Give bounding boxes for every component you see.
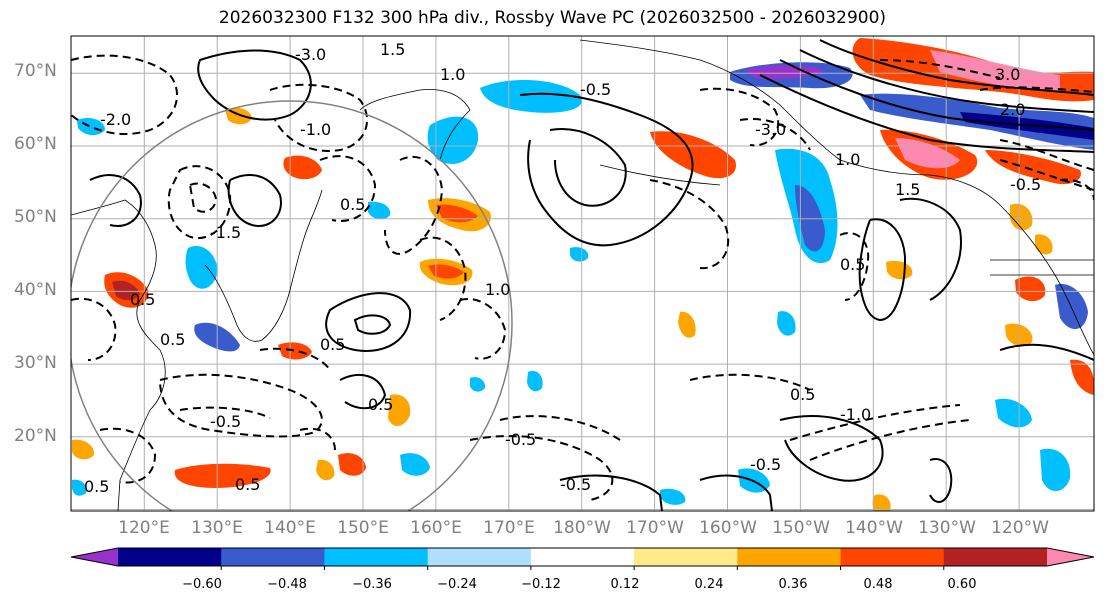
colorbar-tick-label: −0.24 (437, 577, 477, 592)
plot-frame (70, 35, 1095, 512)
colorbar-tick-label: 0.12 (610, 577, 640, 592)
colorbar-bin (737, 548, 842, 566)
lat-label-20n: 20°N (14, 426, 57, 446)
contour-label: -0.5 (505, 430, 536, 449)
contour-label: 1.0 (440, 65, 465, 84)
colorbar-bin (221, 548, 325, 566)
contour-label: -0.5 (560, 475, 591, 494)
lon-label: 150°E (337, 518, 389, 538)
reference-circle (71, 100, 513, 511)
map-title: 2026032300 F132 300 hPa div., Rossby Wav… (218, 8, 887, 28)
lon-label: 130°W (918, 518, 976, 538)
colorbar-bin (118, 548, 222, 566)
lon-label: 140°W (845, 518, 903, 538)
contour-label: -1.0 (840, 405, 871, 424)
colorbar (70, 547, 1095, 570)
contour-label: 2.0 (1000, 100, 1025, 119)
contour-label: 0.5 (235, 475, 260, 494)
contour-label: -2.0 (100, 110, 131, 129)
lon-label: 180°W (553, 518, 611, 538)
map-plot-area: 0.5 -0.5 -0.5 -0.5 -0.5 0.5 0.5 0.5 0.5 … (71, 36, 1094, 511)
lat-label-50n: 50°N (14, 207, 57, 227)
colorbar-tick-label: −0.60 (182, 577, 222, 592)
contour-label: -0.5 (1010, 175, 1041, 194)
lat-label-60n: 60°N (14, 134, 57, 154)
colorbar-bin (530, 548, 635, 566)
contour-label: 0.5 (320, 335, 345, 354)
colorbar-outline (70, 547, 1095, 567)
lon-label: 120°E (118, 518, 170, 538)
contour-label: 0.5 (160, 330, 185, 349)
coastlines (71, 39, 1094, 511)
lon-label: 170°E (483, 518, 535, 538)
contour-label: -1.5 (210, 223, 241, 242)
colorbar-tick-label: −0.48 (267, 577, 307, 592)
contour-label: 1.0 (485, 280, 510, 299)
contour-label: 1.5 (380, 40, 405, 59)
contour-label: -0.5 (750, 455, 781, 474)
lon-label: 140°E (264, 518, 316, 538)
colorbar-tick-label: −0.36 (352, 577, 392, 592)
contour-label: -3.0 (295, 45, 326, 64)
neg-contours (71, 54, 1094, 501)
contour-label: 0.5 (84, 477, 109, 496)
colorbar-bin (324, 548, 429, 566)
colorbar-tick-label: 0.36 (778, 577, 808, 592)
colorbar-tick-label: 0.48 (863, 577, 893, 592)
lon-label: 160°E (410, 518, 462, 538)
colorbar-extend-max (1047, 548, 1094, 566)
lon-label: 130°E (191, 518, 243, 538)
lon-label: 120°W (991, 518, 1049, 538)
contour-label: -0.5 (580, 80, 611, 99)
colorbar-bin (634, 548, 738, 566)
lat-label-40n: 40°N (14, 280, 57, 300)
colorbar-tick-label: −0.12 (521, 577, 561, 592)
lon-label: 170°W (626, 518, 684, 538)
contour-label: 3.0 (995, 65, 1020, 84)
lat-label-30n: 30°N (14, 353, 57, 373)
contour-label-group: 0.5 -0.5 -0.5 -0.5 -0.5 0.5 0.5 0.5 0.5 … (84, 40, 1041, 496)
contour-label: 1.5 (895, 180, 920, 199)
lat-label-70n: 70°N (14, 61, 57, 81)
contour-label: 0.5 (340, 195, 365, 214)
pc-contours (89, 39, 1094, 511)
colorbar-bin (427, 548, 532, 566)
contour-label: 0.5 (840, 255, 865, 274)
colorbar-extend-min (71, 548, 118, 566)
contour-label: -0.5 (210, 412, 241, 431)
contour-label: 0.5 (368, 395, 393, 414)
lon-label: 160°W (699, 518, 757, 538)
colorbar-bin (840, 548, 945, 566)
contour-label: -1.0 (300, 120, 331, 139)
colorbar-bin (943, 548, 1048, 566)
contour-label: 0.5 (790, 385, 815, 404)
contour-label: 1.0 (835, 150, 860, 169)
lon-label: 150°W (772, 518, 830, 538)
colorbar-tick-label: 0.24 (694, 577, 724, 592)
contour-label: -3.0 (755, 120, 786, 139)
colorbar-tick-label: 0.60 (947, 577, 977, 592)
contour-label: 0.5 (130, 290, 155, 309)
